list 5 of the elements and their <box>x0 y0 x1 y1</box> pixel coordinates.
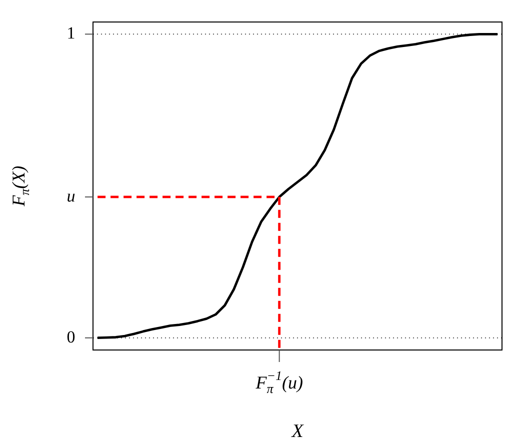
y-axis-title: Fπ(X) <box>8 166 32 208</box>
x-axis-title: X <box>290 421 305 442</box>
y-tick-label: 0 <box>66 327 76 346</box>
y-tick-label: 1 <box>66 24 76 43</box>
y-tick-label: u <box>66 186 76 206</box>
